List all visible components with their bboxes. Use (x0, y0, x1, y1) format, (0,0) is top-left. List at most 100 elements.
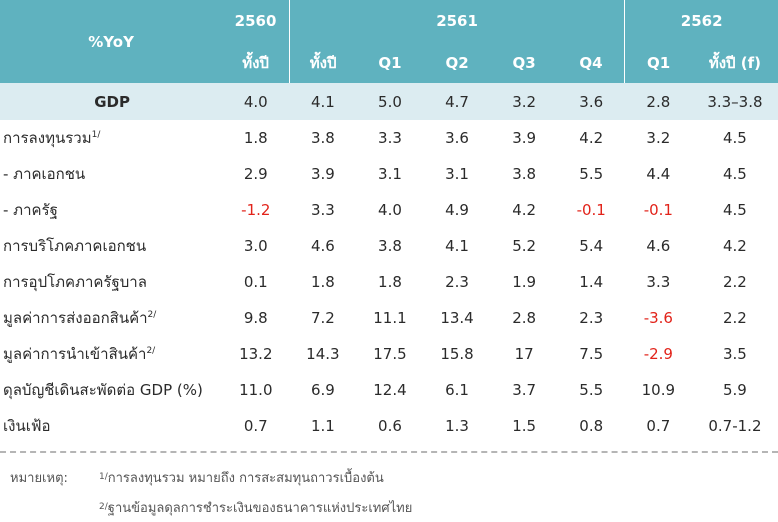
cell-value: 3.3–3.8 (691, 83, 778, 120)
row-label: การลงทุนรวม1/ (0, 120, 222, 156)
gdp-row: GDP 4.0 4.1 5.0 4.7 3.2 3.6 2.8 3.3–3.8 (0, 83, 778, 120)
cell-value: 1.1 (310, 417, 335, 435)
cell-value: 3.3 (310, 201, 335, 219)
cell-value: 4.0 (222, 83, 290, 120)
cell-value: 2.2 (723, 273, 747, 291)
cell-value: 3.7 (512, 381, 537, 399)
cell-value: 3.8 (512, 165, 537, 183)
cell-value: -3.6 (643, 309, 673, 327)
footnote-1: หมายเหตุ: 1/ การลงทุนรวม หมายถึง การสะสม… (0, 462, 778, 492)
footnotes: หมายเหตุ: 1/ การลงทุนรวม หมายถึง การสะสม… (0, 462, 778, 522)
cell-value: 4.6 (646, 237, 671, 255)
table-row: มูลค่าการนำเข้าสินค้า2/13.2 14.3 17.5 15.8 1… (0, 336, 778, 372)
cell-value: -2.9 (643, 345, 673, 363)
cell-value: 3.5 (723, 345, 747, 363)
cell-value: -1.2 (241, 201, 271, 219)
cell-value: 5.2 (512, 237, 537, 255)
footnote-marker: 1/ (99, 472, 108, 482)
footnote-text: ฐานข้อมูลดุลการชำระเงินของธนาคารแห่งประเ… (107, 500, 413, 516)
cell-value: 4.2 (512, 201, 537, 219)
row-label: GDP (0, 83, 223, 120)
cell-value: 3.6 (445, 129, 469, 147)
year-header-2562: 2562 (624, 0, 778, 42)
cell-value: 2.8 (624, 83, 692, 120)
table-row: - ภาครัฐ -1.2 3.3 4.0 4.9 4.2 -0.1 -0.1 4.5 (0, 192, 778, 228)
cell-value: 3.1 (378, 165, 402, 183)
row-label: การอุปโภคภาครัฐบาล (0, 264, 222, 300)
table-row: มูลค่าการส่งออกสินค้า2/9.8 7.2 11.1 13.4 2.8… (0, 300, 778, 336)
cell-value: 3.9 (512, 129, 537, 147)
cell-value: 0.1 (243, 273, 268, 291)
row-label-text: การอุปโภคภาครัฐบาล (3, 273, 147, 291)
cell-value: 4.6 (310, 237, 335, 255)
subheader: ทั้งปี (289, 42, 357, 83)
row-label-text: การบริโภคภาคเอกชน (3, 237, 147, 255)
footnote-marker: 1/ (91, 130, 101, 140)
table-row: ดุลบัญชีเดินสะพัดต่อ GDP (%) 11.0 6.9 12.4 6… (0, 372, 778, 408)
row-label-text: - ภาคเอกชน (3, 165, 86, 183)
cell-value: 13.2 (239, 345, 273, 363)
cell-value: 4.9 (445, 201, 469, 219)
cell-value: 12.4 (373, 381, 407, 399)
subheader: ทั้งปี (f) (691, 42, 778, 83)
cell-value: 15.8 (440, 345, 474, 363)
table-row: เงินเฟ้อ 0.7 1.1 0.6 1.3 1.5 0.8 0.7 0.7-1.2 (0, 408, 778, 444)
cell-value: 3.6 (557, 83, 625, 120)
cell-value: 17.5 (373, 345, 407, 363)
footnote-2: 2/ ฐานข้อมูลดุลการชำระเงินของธนาคารแห่งป… (0, 492, 778, 522)
dashed-divider (0, 451, 778, 453)
table-row: การบริโภคภาคเอกชน 3.0 4.6 3.8 4.1 5.2 5.4 4.6 4.… (0, 228, 778, 264)
cell-value: 5.0 (356, 83, 424, 120)
year-header-2561: 2561 (289, 0, 625, 42)
cell-value: 2.2 (723, 309, 747, 327)
cell-value: 3.8 (378, 237, 402, 255)
row-label: เงินเฟ้อ (0, 408, 222, 444)
row-label-text: ดุลบัญชีเดินสะพัดต่อ GDP (%) (3, 381, 203, 399)
row-label-text: การลงทุนรวม (3, 129, 92, 147)
cell-value: 4.2 (723, 237, 747, 255)
subheader: Q3 (490, 42, 558, 83)
cell-value: 1.3 (445, 417, 469, 435)
cell-value: 3.0 (243, 237, 268, 255)
cell-value: 3.3 (646, 273, 671, 291)
cell-value: 3.8 (310, 129, 335, 147)
row-label-text: มูลค่าการนำเข้าสินค้า (3, 345, 147, 363)
cell-value: 11.0 (239, 381, 273, 399)
cell-value: 2.3 (445, 273, 469, 291)
cell-value: 1.5 (512, 417, 537, 435)
cell-value: 3.9 (310, 165, 335, 183)
cell-value: 3.2 (490, 83, 558, 120)
cell-value: 1.9 (512, 273, 537, 291)
row-label: - ภาครัฐ (0, 192, 222, 228)
footnote-label: หมายเหตุ: (10, 470, 68, 486)
row-label: มูลค่าการส่งออกสินค้า2/ (0, 300, 222, 336)
subheader: Q4 (557, 42, 625, 83)
year-header-2560: 2560 (222, 0, 290, 42)
cell-value: 2.9 (243, 165, 268, 183)
corner-header: %YoY (0, 0, 223, 83)
footnote-marker: 2/ (99, 502, 108, 512)
cell-value: 17 (514, 345, 534, 363)
cell-value: 4.5 (723, 201, 747, 219)
table-row: การลงทุนรวม1/1.8 3.8 3.3 3.6 3.9 4.2 3.2 4.5 (0, 120, 778, 156)
subheader: Q1 (624, 42, 692, 83)
cell-value: 10.9 (641, 381, 676, 399)
footnote-text: การลงทุนรวม หมายถึง การสะสมทุนถาวรเบื้อง… (107, 470, 384, 486)
cell-value: 4.2 (579, 129, 604, 147)
row-label: - ภาคเอกชน (0, 156, 222, 192)
cell-value: 4.1 (289, 83, 357, 120)
cell-value: 1.8 (378, 273, 402, 291)
footnote-marker: 2/ (146, 346, 156, 356)
cell-value: 6.1 (445, 381, 469, 399)
cell-value: 4.4 (646, 165, 671, 183)
cell-value: 5.9 (723, 381, 747, 399)
cell-value: 14.3 (306, 345, 340, 363)
cell-value: -0.1 (643, 201, 673, 219)
row-label-text: เงินเฟ้อ (3, 417, 51, 435)
cell-value: 7.5 (579, 345, 604, 363)
cell-value: 9.8 (243, 309, 268, 327)
cell-value: 4.7 (423, 83, 491, 120)
cell-value: 3.2 (646, 129, 671, 147)
cell-value: 0.8 (579, 417, 604, 435)
subheader: Q2 (423, 42, 491, 83)
